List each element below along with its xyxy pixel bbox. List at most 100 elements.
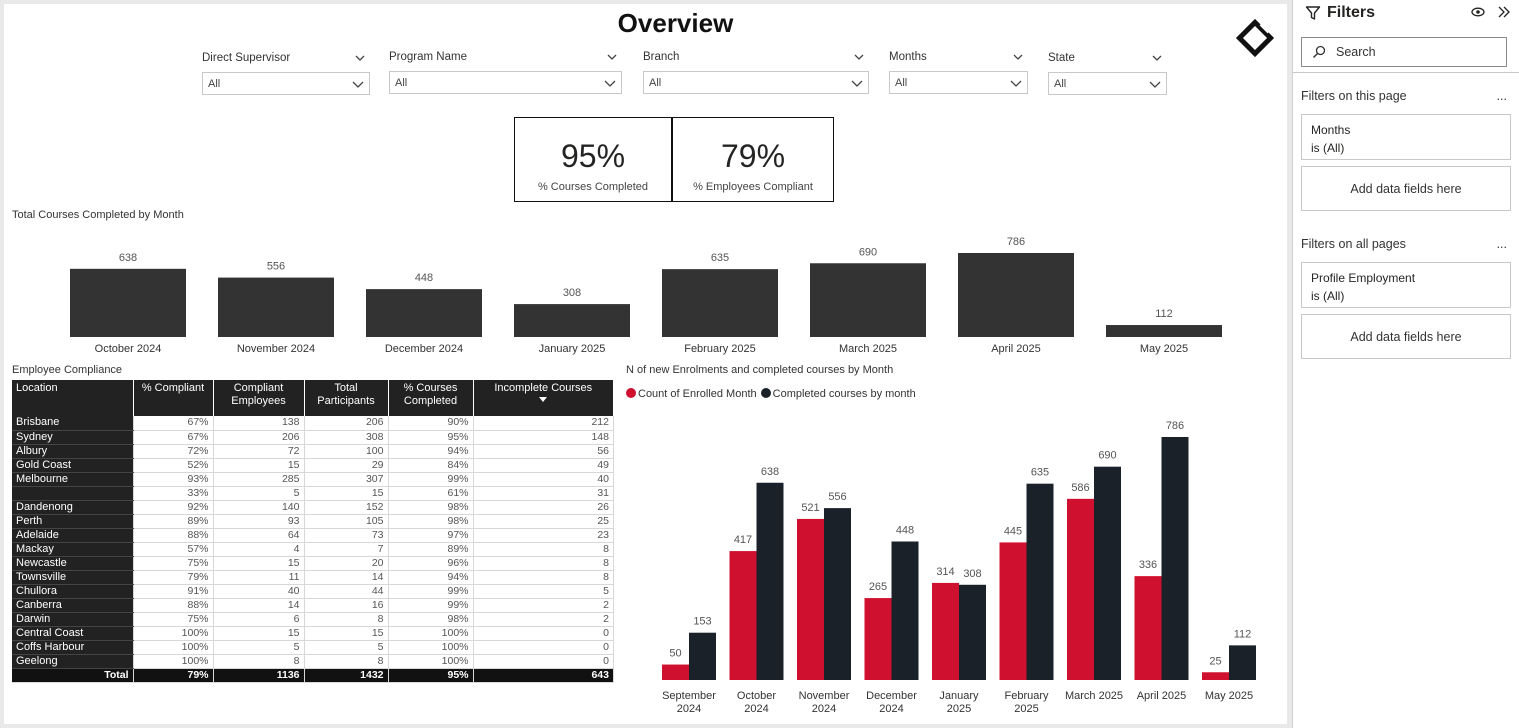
bar-enrolled[interactable] (932, 582, 959, 680)
category-label: 2024 (879, 703, 903, 715)
bar[interactable] (958, 253, 1074, 337)
slicer-dropdown[interactable]: All (1048, 72, 1167, 95)
bar[interactable] (70, 268, 186, 337)
table-row[interactable]: Mackay 57% 4 7 89% 8 (12, 542, 614, 557)
table-row[interactable]: Perth 89% 93 105 98% 25 (12, 514, 614, 529)
bar-enrolled[interactable] (1134, 576, 1162, 680)
more-options-icon[interactable]: ... (1496, 237, 1507, 251)
chevron-down-icon[interactable] (606, 51, 618, 63)
bar[interactable] (514, 304, 630, 337)
bar-enrolled[interactable] (864, 598, 892, 680)
add-data-fields-all-pages[interactable]: Add data fields here (1301, 314, 1511, 359)
data-label: 786 (1007, 236, 1025, 248)
more-options-icon[interactable]: ... (1496, 89, 1507, 103)
slicer-dropdown[interactable]: All (389, 71, 622, 94)
table-row[interactable]: Albury 72% 72 100 94% 56 (12, 444, 614, 459)
value-cell: 89% (133, 514, 214, 529)
table-row[interactable]: Geelong 100% 8 8 100% 0 (12, 654, 614, 669)
column-header[interactable]: Compliant Employees (213, 380, 305, 416)
slicer-branch[interactable]: Branch All (643, 47, 869, 94)
bar-enrolled[interactable] (662, 664, 689, 680)
chevron-down-icon[interactable] (1012, 51, 1024, 63)
table-row[interactable]: 33% 5 15 61% 31 (12, 486, 614, 501)
filter-card-months[interactable]: Months is (All) (1301, 114, 1511, 160)
slicer-dropdown[interactable]: All (202, 72, 370, 95)
value-cell: 100% (133, 640, 214, 655)
table-row[interactable]: Townsville 79% 11 14 94% 8 (12, 570, 614, 585)
column-header[interactable]: % Courses Completed (388, 380, 474, 416)
value-cell: 16 (304, 598, 389, 613)
bar-completed[interactable] (1094, 466, 1121, 680)
value-cell: 15 (213, 458, 305, 473)
table-total-row[interactable]: Total 79% 1136 1432 95% 643 (12, 668, 614, 683)
slicer-state[interactable]: State All (1048, 48, 1167, 95)
bar[interactable] (218, 277, 334, 337)
value-cell: 96% (388, 556, 474, 571)
data-label: 448 (415, 272, 433, 284)
table-row[interactable]: Canberra 88% 14 16 99% 2 (12, 598, 614, 613)
filters-search-input[interactable]: Search (1301, 37, 1507, 67)
column-header[interactable]: % Compliant (133, 380, 214, 416)
legend-item-completed[interactable]: Completed courses by month (760, 388, 916, 400)
section-label: Filters on this page (1301, 89, 1407, 103)
bar-completed[interactable] (959, 584, 986, 680)
filter-state: is (All) (1311, 141, 1345, 155)
value-cell: 25 (473, 514, 614, 529)
filter-card-profile-employment[interactable]: Profile Employment is (All) (1301, 262, 1511, 308)
add-data-fields-this-page[interactable]: Add data fields here (1301, 166, 1511, 211)
bar[interactable] (366, 289, 482, 337)
table-row[interactable]: Sydney 67% 206 308 95% 148 (12, 430, 614, 445)
category-label: 2024 (812, 703, 836, 715)
collapse-pane-icon[interactable] (1497, 5, 1511, 19)
slicer-value: All (208, 77, 221, 90)
value-cell: 206 (213, 430, 305, 445)
bar-completed[interactable] (1026, 483, 1054, 680)
table-row[interactable]: Coffs Harbour 100% 5 5 100% 0 (12, 640, 614, 655)
table-row[interactable]: Melbourne 93% 285 307 99% 40 (12, 472, 614, 487)
bar-enrolled[interactable] (999, 542, 1027, 680)
data-label: 445 (1004, 525, 1022, 537)
bar-enrolled[interactable] (1067, 498, 1094, 680)
bar-completed[interactable] (689, 632, 716, 680)
data-label: 112 (1155, 308, 1173, 320)
filter-state: is (All) (1311, 289, 1345, 303)
table-row[interactable]: Adelaide 88% 64 73 97% 23 (12, 528, 614, 543)
legend-item-enrolled[interactable]: Count of Enrolled Month (626, 388, 757, 400)
chevron-down-icon[interactable] (1151, 52, 1163, 64)
slicer-direct-supervisor[interactable]: Direct Supervisor All (202, 48, 370, 95)
column-header[interactable]: Total Participants (304, 380, 389, 416)
bar[interactable] (810, 263, 926, 337)
table-row[interactable]: Central Coast 100% 15 15 100% 0 (12, 626, 614, 641)
bar[interactable] (1106, 325, 1222, 337)
bar-completed[interactable] (1161, 437, 1189, 680)
bar-enrolled[interactable] (797, 518, 824, 680)
value-cell: 31 (473, 486, 614, 501)
column-header[interactable]: Location (12, 380, 134, 416)
slicer-months[interactable]: Months All (889, 47, 1028, 94)
bar-enrolled[interactable] (729, 551, 757, 680)
bar-completed[interactable] (824, 508, 851, 680)
value-cell: 11 (213, 570, 305, 585)
bar-completed[interactable] (891, 541, 919, 680)
value-cell: 93% (133, 472, 214, 487)
table-row[interactable]: Newcastle 75% 15 20 96% 8 (12, 556, 614, 571)
chevron-down-icon[interactable] (354, 52, 366, 64)
eye-icon[interactable] (1471, 5, 1485, 19)
bar-enrolled[interactable] (1202, 672, 1229, 680)
value-cell: 2 (473, 598, 614, 613)
slicer-program-name[interactable]: Program Name All (389, 47, 622, 94)
slicer-dropdown[interactable]: All (889, 71, 1028, 94)
bar[interactable] (662, 269, 778, 337)
table-row[interactable]: Chullora 91% 40 44 99% 5 (12, 584, 614, 599)
location-cell: Darwin (12, 612, 134, 627)
table-row[interactable]: Dandenong 92% 140 152 98% 26 (12, 500, 614, 515)
bar-completed[interactable] (756, 482, 784, 680)
value-cell: 57% (133, 542, 214, 557)
chevron-down-icon[interactable] (853, 51, 865, 63)
table-row[interactable]: Gold Coast 52% 15 29 84% 49 (12, 458, 614, 473)
column-header-sorted[interactable]: Incomplete Courses (473, 380, 614, 416)
table-row[interactable]: Darwin 75% 6 8 98% 2 (12, 612, 614, 627)
bar-completed[interactable] (1229, 645, 1256, 680)
slicer-dropdown[interactable]: All (643, 71, 869, 94)
table-row[interactable]: Brisbane 67% 138 206 90% 212 (12, 416, 614, 431)
